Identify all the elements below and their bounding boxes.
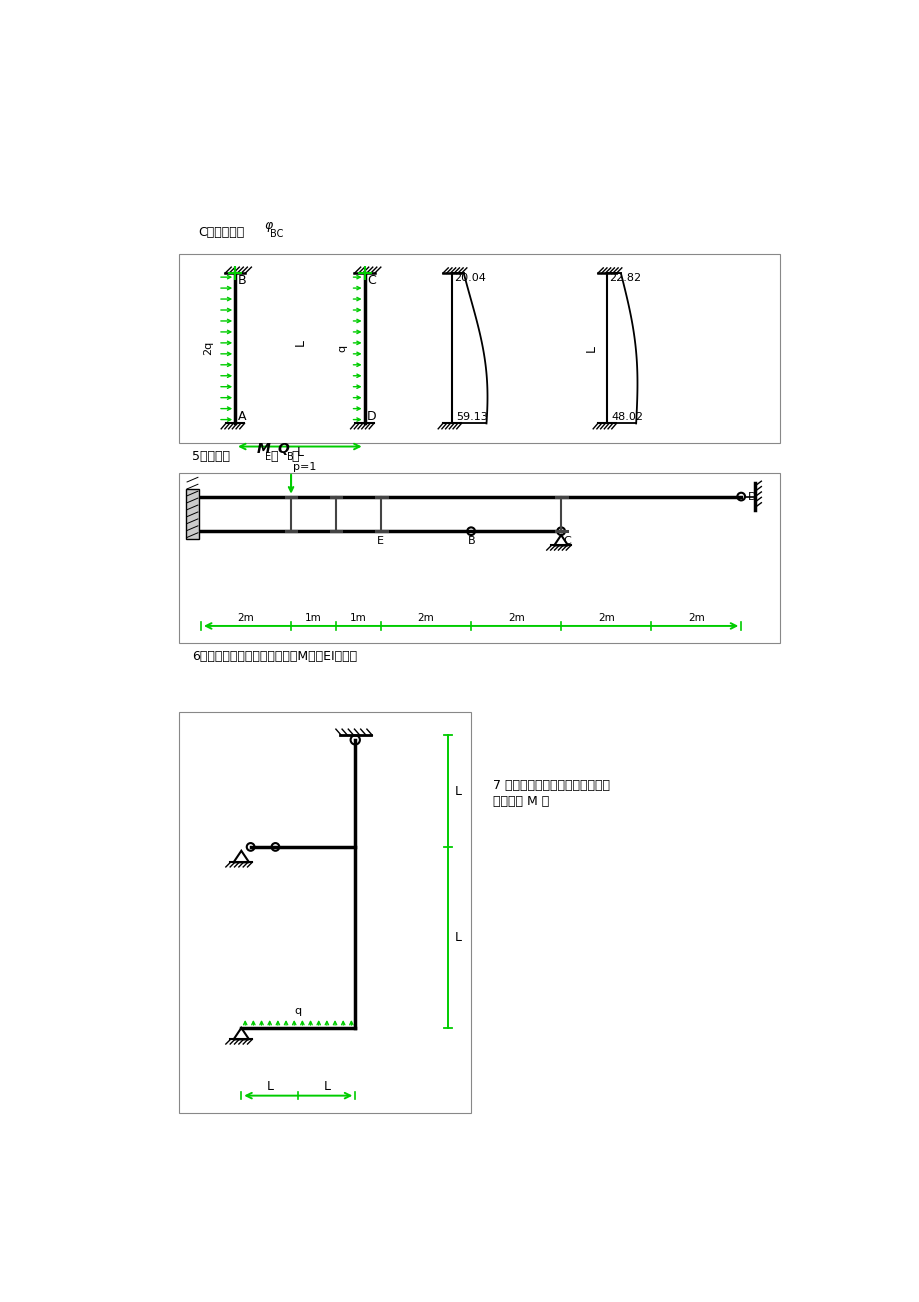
Text: 48.02: 48.02 xyxy=(610,411,642,422)
Text: C: C xyxy=(562,535,571,546)
FancyBboxPatch shape xyxy=(186,488,199,539)
Text: 20.04: 20.04 xyxy=(453,273,485,283)
Text: q: q xyxy=(337,345,347,352)
Text: B: B xyxy=(237,273,245,286)
Text: L: L xyxy=(454,785,461,798)
Text: 1m: 1m xyxy=(350,612,367,622)
Text: 22.82: 22.82 xyxy=(608,273,641,283)
Text: p=1: p=1 xyxy=(293,462,316,473)
Text: B: B xyxy=(468,535,475,546)
Text: L: L xyxy=(323,1081,330,1094)
Text: 2m: 2m xyxy=(687,612,704,622)
Text: C: C xyxy=(367,273,375,286)
Circle shape xyxy=(246,844,255,850)
Circle shape xyxy=(271,844,279,850)
Text: 2m: 2m xyxy=(507,612,524,622)
Text: E: E xyxy=(265,452,271,462)
Text: 6用力法计算，并作图标构造的M图（EI为常数: 6用力法计算，并作图标构造的M图（EI为常数 xyxy=(192,650,357,663)
Text: ，: ， xyxy=(269,449,278,462)
Text: 2q: 2q xyxy=(203,341,213,355)
Text: 5，作图的: 5，作图的 xyxy=(192,449,231,462)
Text: q: q xyxy=(294,1006,301,1016)
Text: L: L xyxy=(584,345,597,352)
Text: L: L xyxy=(266,1081,273,1094)
Text: 1m: 1m xyxy=(305,612,322,622)
Text: B: B xyxy=(287,452,293,462)
Text: Q: Q xyxy=(278,443,289,457)
Text: L: L xyxy=(454,931,461,944)
Circle shape xyxy=(467,527,474,535)
Text: L: L xyxy=(296,445,303,458)
Text: 2m: 2m xyxy=(237,612,255,622)
Text: φ: φ xyxy=(265,220,273,233)
Text: 图: 图 xyxy=(291,449,299,462)
Text: A: A xyxy=(237,410,245,423)
Text: 59.13: 59.13 xyxy=(456,411,487,422)
Text: 2m: 2m xyxy=(417,612,434,622)
Text: D: D xyxy=(746,492,755,501)
Text: L: L xyxy=(293,339,306,346)
Text: E: E xyxy=(377,535,384,546)
Text: 标构造的 M 图: 标构造的 M 图 xyxy=(493,794,549,807)
Text: M: M xyxy=(256,443,270,457)
Circle shape xyxy=(350,736,359,745)
Text: D: D xyxy=(367,410,376,423)
Text: BC: BC xyxy=(269,229,283,238)
Text: 7 用位移法计算图标构造，并作图: 7 用位移法计算图标构造，并作图 xyxy=(493,779,609,792)
Circle shape xyxy=(557,527,564,535)
Text: 2m: 2m xyxy=(597,612,614,622)
Circle shape xyxy=(736,492,744,500)
Text: C的相对转角: C的相对转角 xyxy=(199,225,244,238)
